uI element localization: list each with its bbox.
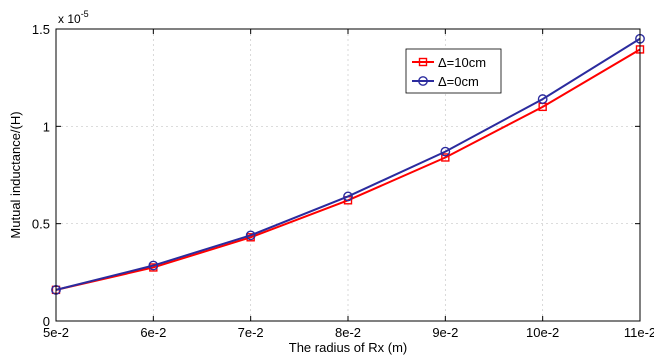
y-tick-label: 0.5 bbox=[32, 217, 50, 232]
x-tick-label: 8e-2 bbox=[335, 325, 361, 340]
y-tick-label: 1.5 bbox=[32, 22, 50, 37]
x-tick-label: 11e-2 bbox=[624, 325, 654, 340]
legend-label-0: Δ=10cm bbox=[438, 55, 486, 70]
x-tick-label: 10e-2 bbox=[526, 325, 559, 340]
legend-marker-1 bbox=[418, 76, 428, 86]
legend-label-1: Δ=0cm bbox=[438, 74, 479, 89]
x-tick-label: 7e-2 bbox=[238, 325, 264, 340]
series-line-1 bbox=[55, 37, 641, 291]
y-multiplier-base: x 10 bbox=[58, 12, 81, 26]
legend: Δ=10cm Δ=0cm bbox=[405, 48, 502, 94]
data-point-1-5 bbox=[537, 94, 548, 104]
axis-ticks: 5e-2 6e-2 7e-2 8e-2 9e-2 10e-2 11e-2 0 0.5 1 1.5 bbox=[32, 22, 654, 340]
y-axis-label: Mutual inductance/(H) bbox=[8, 111, 23, 238]
series-layer bbox=[51, 33, 645, 295]
x-tick-label: 5e-2 bbox=[43, 325, 69, 340]
x-axis-label: The radius of Rx (m) bbox=[289, 340, 407, 355]
data-point-1-2 bbox=[245, 230, 256, 241]
data-point-1-3 bbox=[343, 191, 353, 202]
y-multiplier: x 10-5 bbox=[58, 9, 89, 26]
data-point-1-4 bbox=[440, 146, 451, 157]
legend-marker-0 bbox=[418, 57, 428, 67]
y-tick-label: 0 bbox=[43, 314, 50, 329]
data-point-1-1 bbox=[148, 260, 159, 271]
y-tick-label: 1 bbox=[43, 119, 50, 134]
x-tick-label: 6e-2 bbox=[140, 325, 166, 340]
x-tick-label: 9e-2 bbox=[432, 325, 458, 340]
grid-lines bbox=[56, 29, 640, 321]
data-point-0-4 bbox=[441, 153, 450, 162]
y-multiplier-exponent: -5 bbox=[81, 9, 89, 19]
